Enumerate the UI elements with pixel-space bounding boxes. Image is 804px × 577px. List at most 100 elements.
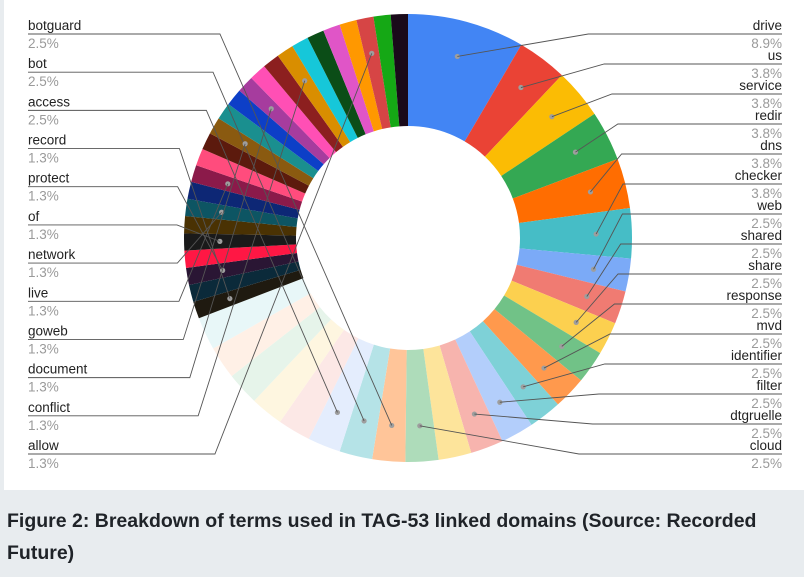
callout-line-goweb	[28, 143, 246, 340]
value-label-goweb: 1.3%	[28, 341, 59, 356]
callout-line-record	[28, 148, 231, 299]
label-us: us	[768, 48, 783, 63]
slice-unlabeled-14	[423, 345, 472, 460]
callout-line-conflict	[28, 80, 306, 417]
value-label-web: 2.5%	[751, 216, 782, 231]
value-label-access: 2.5%	[28, 112, 59, 127]
slice-unlabeled-47	[373, 14, 400, 128]
value-label-response: 2.5%	[751, 306, 782, 321]
slice-network	[185, 198, 298, 228]
value-label-record: 1.3%	[28, 151, 59, 166]
value-label-service: 3.8%	[751, 96, 782, 111]
callout-line-mvd	[543, 333, 782, 369]
label-record: record	[28, 133, 66, 148]
label-redir: redir	[755, 108, 783, 123]
label-conflict: conflict	[28, 400, 70, 415]
label-mvd: mvd	[756, 318, 782, 333]
slice-allow	[356, 16, 391, 130]
slice-unlabeled-44	[323, 24, 374, 135]
value-label-conflict: 1.3%	[28, 418, 59, 433]
label-goweb: goweb	[28, 323, 68, 338]
slice-unlabeled-37	[228, 90, 324, 172]
slice-unlabeled-48	[390, 14, 408, 127]
label-protect: protect	[28, 171, 70, 186]
figure-caption: Figure 2: Breakdown of terms used in TAG…	[7, 510, 757, 564]
slice-protect	[186, 252, 299, 286]
callout-line-dtgruelle	[474, 413, 782, 425]
value-label-allow: 1.3%	[28, 456, 59, 471]
callout-line-web	[593, 213, 782, 270]
slice-unlabeled-23	[198, 278, 311, 349]
label-bot: bot	[28, 56, 47, 71]
callout-line-botguard	[28, 33, 393, 426]
slice-response	[494, 295, 601, 381]
value-label-drive: 8.9%	[751, 36, 782, 51]
slice-live	[191, 165, 303, 210]
label-live: live	[28, 285, 48, 300]
donut-chart: drive8.9%us3.8%service3.8%redir3.8%dns3.…	[28, 14, 783, 471]
label-dtgruelle: dtgruelle	[730, 408, 782, 423]
value-label-dns: 3.8%	[751, 156, 782, 171]
callout-line-redir	[575, 123, 782, 153]
slice-share	[504, 280, 616, 354]
value-label-live: 1.3%	[28, 303, 59, 318]
label-checker: checker	[735, 168, 783, 183]
value-label-document: 1.3%	[28, 380, 59, 395]
slice-bot	[339, 344, 391, 460]
label-filter: filter	[756, 378, 782, 393]
slice-redir	[501, 113, 618, 199]
slice-unlabeled-43	[307, 30, 366, 138]
slice-unlabeled-36	[218, 104, 319, 179]
label-shared: shared	[741, 228, 782, 243]
callout-line-response	[561, 303, 782, 347]
value-label-us: 3.8%	[751, 66, 782, 81]
value-label-botguard: 2.5%	[28, 36, 59, 51]
slice-dtgruelle	[439, 339, 503, 453]
slice-document	[239, 77, 330, 165]
slice-shared	[511, 264, 626, 324]
slice-record	[193, 269, 304, 319]
callouts-group: drive8.9%us3.8%service3.8%redir3.8%dns3.…	[28, 18, 783, 471]
label-response: response	[726, 288, 782, 303]
slice-unlabeled-20	[254, 319, 345, 422]
chart-panel: drive 8.9% us 3.8% service 3.8% redir 3.8% dns 3.…	[4, 0, 804, 490]
callout-line-network	[28, 211, 222, 264]
label-drive: drive	[753, 18, 782, 33]
slice-drive	[408, 14, 522, 142]
slice-unlabeled-19	[280, 329, 359, 439]
slice-unlabeled-27	[184, 244, 298, 268]
callout-line-document	[28, 108, 272, 379]
label-document: document	[28, 362, 88, 377]
slice-cloud	[405, 348, 439, 462]
value-label-of: 1.3%	[28, 227, 59, 242]
callout-line-share	[575, 273, 782, 323]
value-label-shared: 2.5%	[751, 246, 782, 261]
callout-line-protect	[28, 186, 224, 271]
value-label-mvd: 2.5%	[751, 336, 782, 351]
callout-line-live	[28, 183, 229, 302]
callout-line-identifier	[523, 363, 782, 388]
callout-line-access	[28, 109, 338, 413]
slice-unlabeled-21	[231, 307, 332, 401]
label-botguard: botguard	[28, 18, 81, 33]
callout-line-shared	[586, 243, 782, 297]
callout-line-service	[551, 93, 782, 118]
value-label-share: 2.5%	[751, 276, 782, 291]
slice-unlabeled-39	[251, 66, 337, 158]
callout-line-filter	[499, 393, 782, 403]
value-label-filter: 2.5%	[751, 396, 782, 411]
slices-group	[184, 14, 632, 462]
slice-web	[516, 248, 632, 292]
callout-line-checker	[595, 183, 782, 235]
value-label-identifier: 2.5%	[751, 366, 782, 381]
slice-unlabeled-40	[264, 55, 343, 153]
label-cloud: cloud	[750, 438, 782, 453]
slice-dns	[512, 158, 630, 224]
label-web: web	[756, 198, 782, 213]
label-service: service	[739, 78, 782, 93]
slice-service	[484, 75, 595, 176]
callout-line-drive	[457, 33, 782, 57]
slice-unlabeled-25	[188, 261, 301, 302]
slice-us	[464, 44, 562, 157]
value-label-bot: 2.5%	[28, 74, 59, 89]
